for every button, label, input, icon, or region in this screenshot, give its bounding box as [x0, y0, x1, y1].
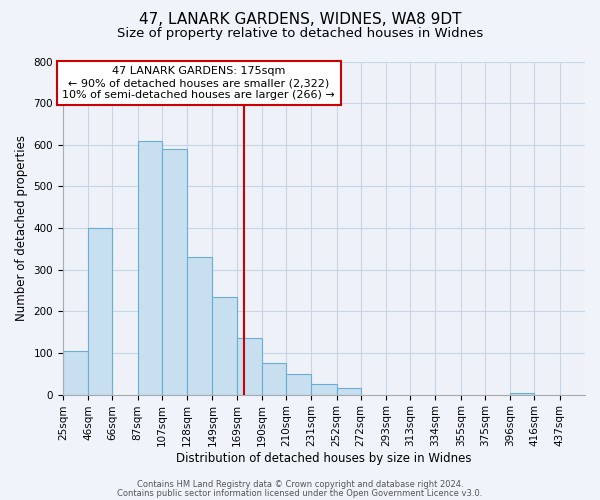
Bar [311, 384, 337, 394]
Bar [510, 392, 535, 394]
Bar [187, 257, 212, 394]
Bar [236, 338, 262, 394]
Bar [162, 149, 187, 394]
X-axis label: Distribution of detached houses by size in Widnes: Distribution of detached houses by size … [176, 452, 472, 465]
Text: 47 LANARK GARDENS: 175sqm
← 90% of detached houses are smaller (2,322)
10% of se: 47 LANARK GARDENS: 175sqm ← 90% of detac… [62, 66, 335, 100]
Text: Contains HM Land Registry data © Crown copyright and database right 2024.: Contains HM Land Registry data © Crown c… [137, 480, 463, 489]
Bar [337, 388, 361, 394]
Text: Size of property relative to detached houses in Widnes: Size of property relative to detached ho… [117, 28, 483, 40]
Text: Contains public sector information licensed under the Open Government Licence v3: Contains public sector information licen… [118, 488, 482, 498]
Bar [286, 374, 311, 394]
Bar [137, 140, 162, 394]
Bar [88, 228, 112, 394]
Bar [63, 351, 88, 395]
Y-axis label: Number of detached properties: Number of detached properties [15, 135, 28, 321]
Bar [262, 364, 286, 394]
Text: 47, LANARK GARDENS, WIDNES, WA8 9DT: 47, LANARK GARDENS, WIDNES, WA8 9DT [139, 12, 461, 28]
Bar [212, 296, 236, 394]
